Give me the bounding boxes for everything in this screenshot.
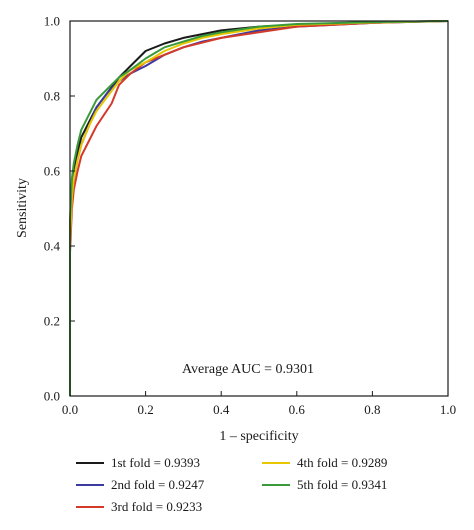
plot-lines xyxy=(69,20,449,396)
x-tick-label: 0.0 xyxy=(62,402,78,417)
roc-line-fold-3 xyxy=(69,20,449,396)
legend: 1st fold = 0.9393 2nd fold = 0.9247 3rd fo… xyxy=(76,455,387,514)
legend-label-fold-3: 3rd fold = 0.9233 xyxy=(111,499,202,514)
x-axis-label: 1 – specificity xyxy=(219,429,298,444)
average-auc-annotation: Average AUC = 0.9301 xyxy=(182,362,314,377)
legend-label-fold-5: 5th fold = 0.9341 xyxy=(297,477,387,492)
roc-line-fold-4 xyxy=(69,20,449,396)
y-tick-label: 0.2 xyxy=(44,314,60,329)
y-tick-label: 0.0 xyxy=(44,389,60,404)
x-tick-label: 0.6 xyxy=(289,402,306,417)
x-tick-label: 1.0 xyxy=(440,402,456,417)
x-tick-label: 0.4 xyxy=(213,402,230,417)
axis-ticks: 0.0 0.2 0.4 0.6 0.8 1.0 0.0 0.2 0.4 0.6 0.8 1.0 xyxy=(44,14,456,418)
y-axis-label: Sensitivity xyxy=(15,178,30,238)
legend-label-fold-1: 1st fold = 0.9393 xyxy=(111,455,200,470)
plot-frame xyxy=(69,20,449,397)
legend-label-fold-4: 4th fold = 0.9289 xyxy=(297,455,387,470)
y-tick-label: 0.8 xyxy=(44,89,60,104)
y-tick-label: 0.4 xyxy=(44,239,61,254)
y-tick-label: 1.0 xyxy=(44,14,60,29)
x-tick-label: 0.2 xyxy=(137,402,153,417)
x-tick-label: 0.8 xyxy=(364,402,380,417)
y-tick-label: 0.6 xyxy=(44,164,61,179)
roc-line-fold-5 xyxy=(69,20,449,396)
legend-label-fold-2: 2nd fold = 0.9247 xyxy=(111,477,205,492)
